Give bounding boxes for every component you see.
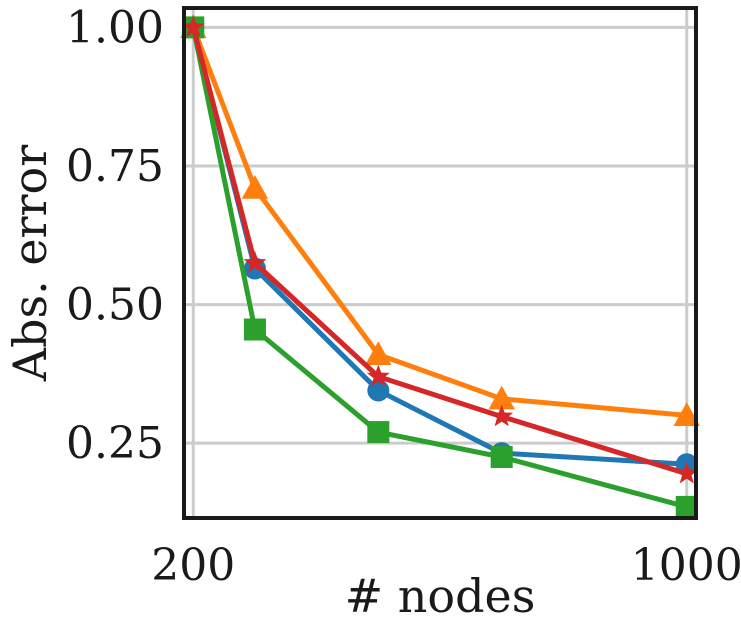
x-tick-labels: 200 1000 [151,540,741,591]
data-point [367,421,390,444]
y-tick-label: 0.75 [66,141,164,192]
data-point [673,402,700,427]
x-tick-label: 200 [151,540,235,591]
grid [184,8,696,518]
series-line [190,26,688,510]
data-point [181,15,205,38]
y-axis-label: Abs. error [3,145,57,382]
data-point [367,379,390,402]
series-line [190,26,687,418]
x-axis-label: # nodes [345,569,536,623]
y-tick-label: 0.25 [66,418,164,469]
data-point [366,364,390,387]
plot-frame [182,6,698,520]
y-tick-label: 0.50 [66,280,164,331]
data-point [675,495,698,518]
data-point [490,404,514,427]
y-tick-label: 1.00 [66,2,164,53]
data-point [241,174,269,199]
data-point [365,341,392,366]
series-square [182,16,698,518]
series-star [181,15,699,484]
x-tick-label: 1000 [631,540,741,591]
data-point [675,461,699,484]
series-layer [180,14,700,518]
data-point [243,318,266,341]
y-tick-labels: 0.25 0.50 0.75 1.00 [66,2,164,469]
data-point [490,446,513,469]
series-triangle [180,14,700,427]
series-circle [182,16,698,476]
data-point [488,385,515,410]
data-point [243,251,267,273]
